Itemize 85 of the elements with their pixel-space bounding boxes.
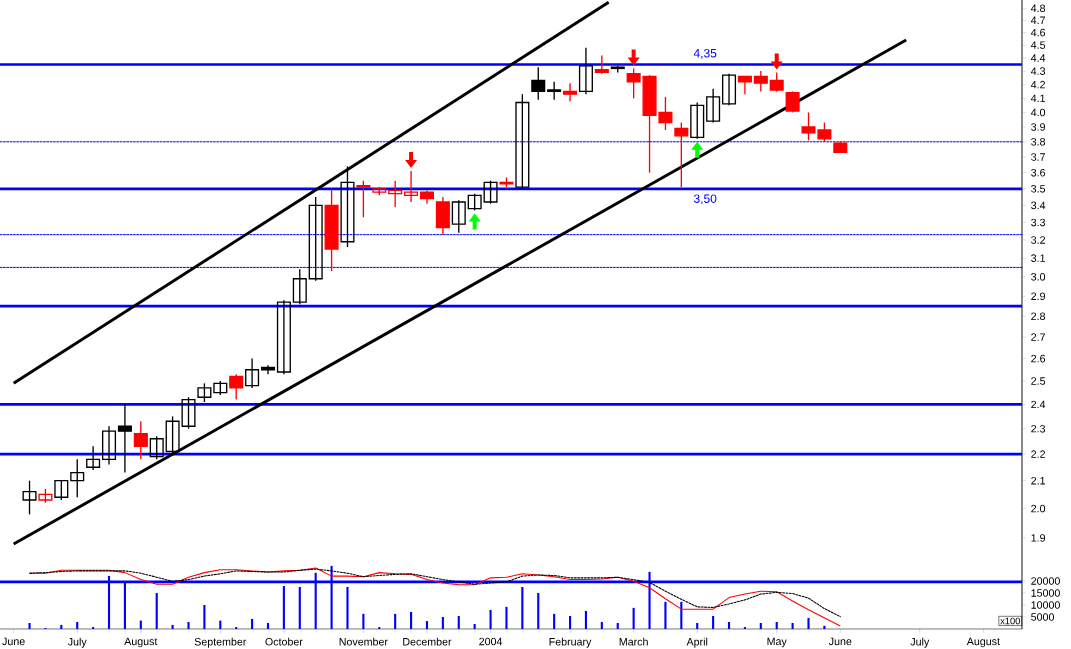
y-tick-label: 4.5	[1030, 41, 1046, 49]
candlestick	[626, 67, 641, 99]
y-tick-label: 2.7	[1031, 333, 1045, 341]
y2-tick-label: 15000	[1031, 589, 1060, 597]
candlestick	[404, 170, 419, 203]
x-tick-label: July	[910, 637, 930, 648]
x-tick-label: October	[265, 637, 303, 646]
y-tick-label: 2.6	[1031, 354, 1046, 363]
candlestick	[54, 480, 69, 501]
candlestick	[515, 93, 530, 190]
candlestick	[690, 101, 705, 140]
candlestick	[356, 180, 371, 218]
candlestick	[149, 435, 164, 460]
candlestick	[737, 75, 752, 95]
annotation: x100	[1000, 617, 1021, 625]
x-tick-label: June	[2, 637, 25, 646]
candlestick	[674, 121, 689, 188]
y-tick-label: 4.3	[1030, 67, 1046, 75]
y-tick-label: 4.6	[1030, 28, 1046, 37]
y2-tick-label: 10000	[1031, 601, 1060, 609]
x-tick-label: August	[124, 637, 158, 648]
candlestick	[197, 382, 212, 403]
candlestick	[483, 180, 498, 205]
candlestick	[245, 357, 260, 389]
x-tick-label: March	[619, 637, 648, 646]
candlestick	[101, 425, 117, 466]
y-tick-label: 3.9	[1031, 123, 1046, 131]
y-tick-label: 3.3	[1031, 218, 1046, 227]
x-tick-label: December	[403, 637, 452, 646]
candlestick	[547, 81, 562, 101]
y-tick-label: 4.0	[1030, 108, 1046, 117]
candlestick	[22, 480, 37, 516]
y-tick-label: 2.9	[1031, 292, 1046, 300]
candlestick	[133, 420, 148, 460]
y-tick-label: 2.2	[1031, 450, 1045, 458]
candlestick	[753, 70, 768, 93]
x-tick-label: September	[194, 637, 247, 648]
candlestick	[388, 180, 403, 208]
x-tick-label: November	[339, 637, 388, 646]
y-tick-label: 3.7	[1031, 153, 1045, 161]
x-tick-label: May	[767, 637, 787, 648]
y-tick-label: 3.6	[1031, 168, 1046, 177]
candlestick	[229, 373, 244, 401]
x-tick-label: June	[828, 637, 852, 646]
y-tick-label: 3.1	[1031, 254, 1046, 262]
candlestick	[706, 87, 721, 124]
candlestick	[308, 196, 323, 282]
candlestick	[563, 82, 578, 102]
candlestick	[578, 47, 593, 95]
candlestick	[86, 445, 101, 471]
candlestick	[117, 403, 132, 474]
y-tick-label: 4.7	[1030, 16, 1045, 24]
y-tick-label: 2.1	[1031, 476, 1046, 485]
x-tick-label: February	[549, 637, 592, 648]
y-tick-label: 4.8	[1030, 4, 1046, 13]
y-tick-label: 3.2	[1031, 236, 1045, 244]
candlestick	[531, 66, 546, 101]
y2-tick-label: 5000	[1031, 613, 1055, 621]
ref-line-label: 4,35	[693, 48, 717, 59]
candlestick	[276, 299, 291, 375]
x-tick-label: April	[686, 637, 708, 648]
candlestick	[451, 199, 466, 234]
y-tick-label: 2.5	[1031, 377, 1046, 385]
y-tick-label: 4.2	[1030, 80, 1045, 89]
candlestick	[594, 54, 609, 75]
candlestick	[70, 458, 85, 498]
candlestick	[721, 73, 737, 107]
y-tick-label: 2.3	[1031, 424, 1046, 433]
ref-line-label: 3,50	[693, 194, 717, 205]
y2-tick-label: 20000	[1031, 577, 1060, 585]
candlestick	[340, 165, 355, 248]
x-tick-label: July	[67, 637, 87, 648]
y-tick-label: 2.4	[1031, 400, 1046, 409]
y-tick-label: 3.8	[1031, 138, 1046, 146]
x-tick-label: August	[966, 637, 1000, 648]
y-tick-label: 4.4	[1030, 54, 1046, 62]
y-tick-label: 2.0	[1031, 504, 1046, 513]
y-tick-label: 1.9	[1031, 534, 1046, 542]
y-tick-label: 3.5	[1031, 185, 1046, 193]
y-tick-label: 4.1	[1030, 94, 1046, 102]
y-tick-label: 3.4	[1031, 201, 1046, 210]
candlestick	[292, 268, 307, 305]
x-tick-label: 2004	[479, 637, 503, 646]
y-tick-label: 3.0	[1031, 273, 1046, 281]
y-tick-label: 2.8	[1031, 312, 1046, 321]
